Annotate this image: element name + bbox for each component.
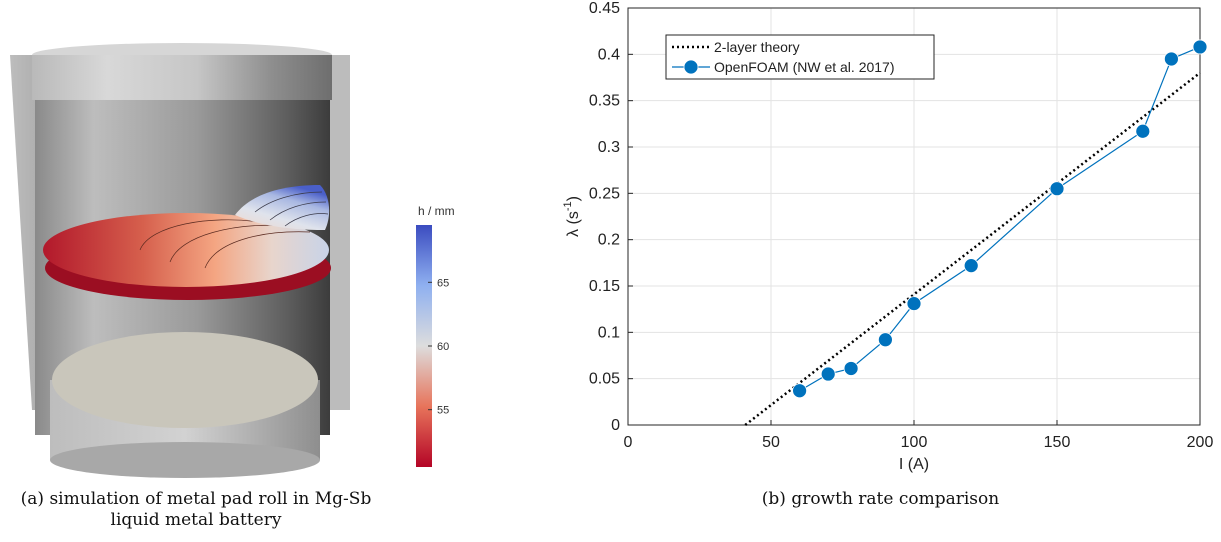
chart-series xyxy=(744,39,1208,426)
caption-b-line1: (b) growth rate comparison xyxy=(761,489,1000,509)
chart-panel: 0 50 100 150 200 0 0.05 0.1 0.15 0.2 0.25 0.3 0.35 0… xyxy=(540,0,1221,542)
series-line-theory xyxy=(744,71,1201,426)
caption-b: (b) growth rate comparison xyxy=(540,489,1221,510)
data-point xyxy=(1135,123,1151,139)
outer-wall-left xyxy=(10,55,35,410)
y-tick-label: 0.25 xyxy=(589,185,620,202)
growth-rate-chart: 0 50 100 150 200 00.050.10.150.20.250.30.350… xyxy=(562,0,1214,473)
series-line-openfoam xyxy=(799,46,1201,392)
x-tick-label: 50 xyxy=(762,434,780,451)
y-tick-label: 0.45 xyxy=(589,0,620,17)
data-point xyxy=(820,366,836,382)
colorbar-tick-label: 55 xyxy=(437,405,449,417)
y-tick-label: 0.4 xyxy=(598,46,620,63)
legend-box xyxy=(665,34,935,80)
legend-marker-openfoam xyxy=(683,59,699,75)
bottom-disc xyxy=(52,332,318,428)
contour-line xyxy=(254,191,323,213)
colorbar-title: h / mm xyxy=(418,204,455,218)
contour-line xyxy=(139,219,261,251)
simulation-panel: h / mm 65 60 55 (a) simulation of metal pa… xyxy=(0,0,540,542)
data-point xyxy=(1049,181,1065,197)
data-point xyxy=(792,383,808,399)
colorbar-tick-label: 60 xyxy=(437,341,449,353)
x-tick-label: 150 xyxy=(1044,434,1071,451)
y-tick-label: 0.1 xyxy=(598,324,620,341)
contour-line xyxy=(284,213,329,227)
y-tick-label: 0.35 xyxy=(589,93,620,110)
top-ring xyxy=(32,55,332,100)
data-point xyxy=(1192,39,1208,55)
contour-line xyxy=(204,231,311,269)
contour-line xyxy=(269,201,327,221)
data-point xyxy=(877,332,893,348)
x-tick-label: 100 xyxy=(901,434,928,451)
x-axis-label: I (A) xyxy=(899,456,929,473)
legend: 2-layer theory OpenFOAM (NW et al. 2017) xyxy=(665,34,935,80)
colorbar-tick-label: 65 xyxy=(437,277,449,289)
metal-pad-surface xyxy=(43,213,329,287)
y-tick-label: 0.3 xyxy=(598,139,620,156)
data-point xyxy=(906,296,922,312)
data-point xyxy=(843,361,859,376)
y-tick-label: 0.15 xyxy=(589,278,620,295)
data-point xyxy=(1164,51,1179,67)
y-tick-label: 0.2 xyxy=(598,232,620,249)
colorbar xyxy=(416,225,432,467)
y-axis-ticks: 0 0.05 0.1 0.15 0.2 0.25 0.3 0.35 0.4 0.45 xyxy=(589,0,633,434)
lower-cylinder-base xyxy=(50,442,320,478)
metal-pad-crest xyxy=(235,185,330,230)
data-point xyxy=(963,258,979,274)
x-tick-label: 200 xyxy=(1187,434,1214,451)
caption-a: (a) simulation of metal pad roll in Mg-S… xyxy=(0,489,392,531)
x-tick-label: 0 xyxy=(624,434,633,451)
legend-label-theory: 2-layer theory xyxy=(714,39,800,55)
caption-a-line2: liquid metal battery xyxy=(110,510,282,530)
legend-label-openfoam: OpenFOAM (NW et al. 2017) xyxy=(714,59,895,75)
caption-a-line1: (a) simulation of metal pad roll in Mg-S… xyxy=(20,489,372,509)
y-axis-label: λ (s-1) xyxy=(562,196,582,237)
simulation-render: h / mm 65 60 55 xyxy=(10,43,455,478)
y-tick-label: 0.05 xyxy=(589,371,620,388)
x-axis-ticks: 0 50 100 150 200 xyxy=(624,420,1214,451)
y-tick-label: 0 xyxy=(611,417,620,434)
colorbar-ticks: 65 60 55 xyxy=(428,277,449,417)
outer-wall-right xyxy=(330,55,350,410)
